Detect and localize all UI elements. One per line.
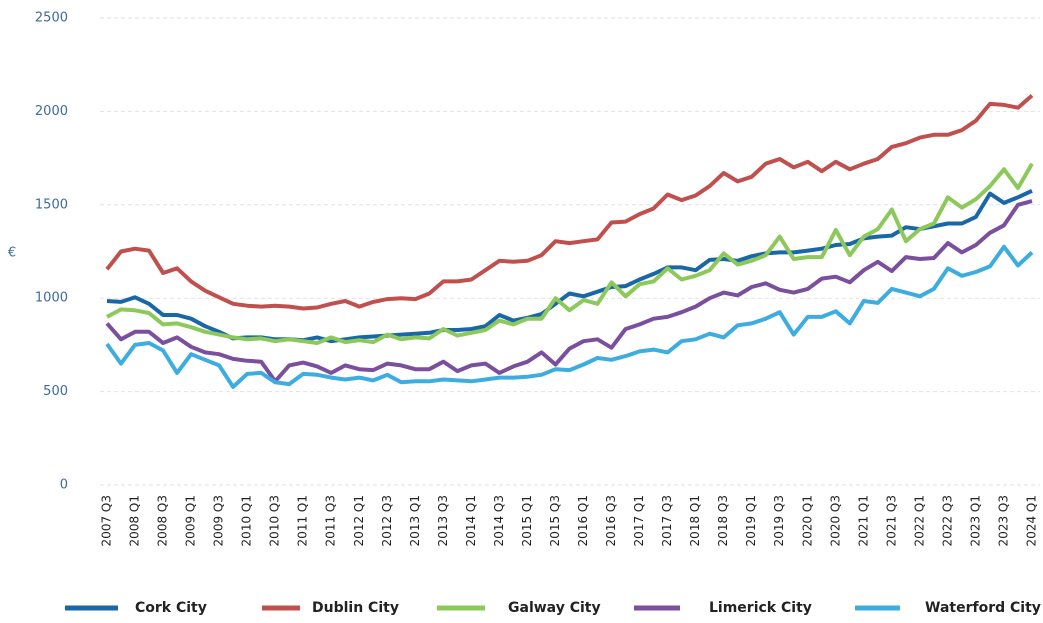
x-tick-label: 2023 Q1 — [968, 495, 982, 546]
x-tick-label: 2009 Q1 — [184, 495, 198, 546]
x-tick-label: 2021 Q1 — [856, 495, 870, 546]
y-axis-label: € — [8, 246, 16, 261]
x-tick-label: 2007 Q3 — [100, 495, 114, 546]
x-tick-label: 2020 Q1 — [800, 495, 814, 546]
x-tick-label: 2022 Q3 — [940, 495, 954, 546]
legend-label: Limerick City — [709, 600, 812, 616]
x-tick-label: 2014 Q3 — [492, 495, 506, 546]
x-tick-label: 2019 Q3 — [772, 495, 786, 546]
x-tick-label: 2015 Q1 — [520, 495, 534, 546]
legend-label: Waterford City — [925, 600, 1041, 616]
legend-label: Cork City — [135, 600, 207, 616]
x-tick-label: 2017 Q3 — [660, 495, 674, 546]
x-tick-label: 2022 Q1 — [912, 495, 926, 546]
x-tick-label: 2019 Q1 — [744, 495, 758, 546]
y-tick-label: 2000 — [35, 104, 68, 119]
x-tick-label: 2009 Q3 — [212, 495, 226, 546]
series-line — [105, 93, 1034, 311]
y-tick-label: 0 — [60, 478, 68, 493]
series-line — [106, 162, 1034, 345]
x-tick-label: 2013 Q1 — [408, 495, 422, 546]
y-tick-label: 2500 — [35, 11, 68, 26]
x-tick-label: 2018 Q3 — [716, 495, 730, 546]
x-tick-label: 2017 Q1 — [632, 495, 646, 546]
y-tick-label: 1500 — [35, 197, 68, 212]
x-tick-label: 2013 Q3 — [436, 495, 450, 546]
legend-label: Galway City — [508, 600, 601, 616]
y-tick-label: 500 — [43, 384, 68, 399]
x-tick-label: 2010 Q1 — [240, 495, 254, 546]
x-tick-label: 2011 Q1 — [296, 495, 310, 546]
x-tick-label: 2015 Q3 — [548, 495, 562, 546]
x-tick-label: 2016 Q1 — [576, 495, 590, 546]
x-tick-label: 2024 Q1 — [1025, 495, 1039, 546]
x-tick-label: 2011 Q3 — [324, 495, 338, 546]
series-line — [105, 199, 1033, 384]
x-tick-label: 2008 Q1 — [128, 495, 142, 546]
x-tick-label: 2012 Q3 — [380, 495, 394, 546]
series-line — [105, 244, 1034, 389]
x-tick-label: 2014 Q1 — [464, 495, 478, 546]
x-tick-label: 2021 Q3 — [884, 495, 898, 546]
x-tick-label: 2023 Q3 — [996, 495, 1010, 546]
x-tick-label: 2008 Q3 — [156, 495, 170, 546]
x-tick-label: 2012 Q1 — [352, 495, 366, 546]
legend-label: Dublin City — [312, 600, 399, 616]
x-tick-label: 2010 Q3 — [268, 495, 282, 546]
x-tick-label: 2016 Q3 — [604, 495, 618, 546]
y-tick-label: 1000 — [35, 291, 68, 306]
x-tick-label: 2018 Q1 — [688, 495, 702, 546]
x-tick-label: 2020 Q3 — [828, 495, 842, 546]
